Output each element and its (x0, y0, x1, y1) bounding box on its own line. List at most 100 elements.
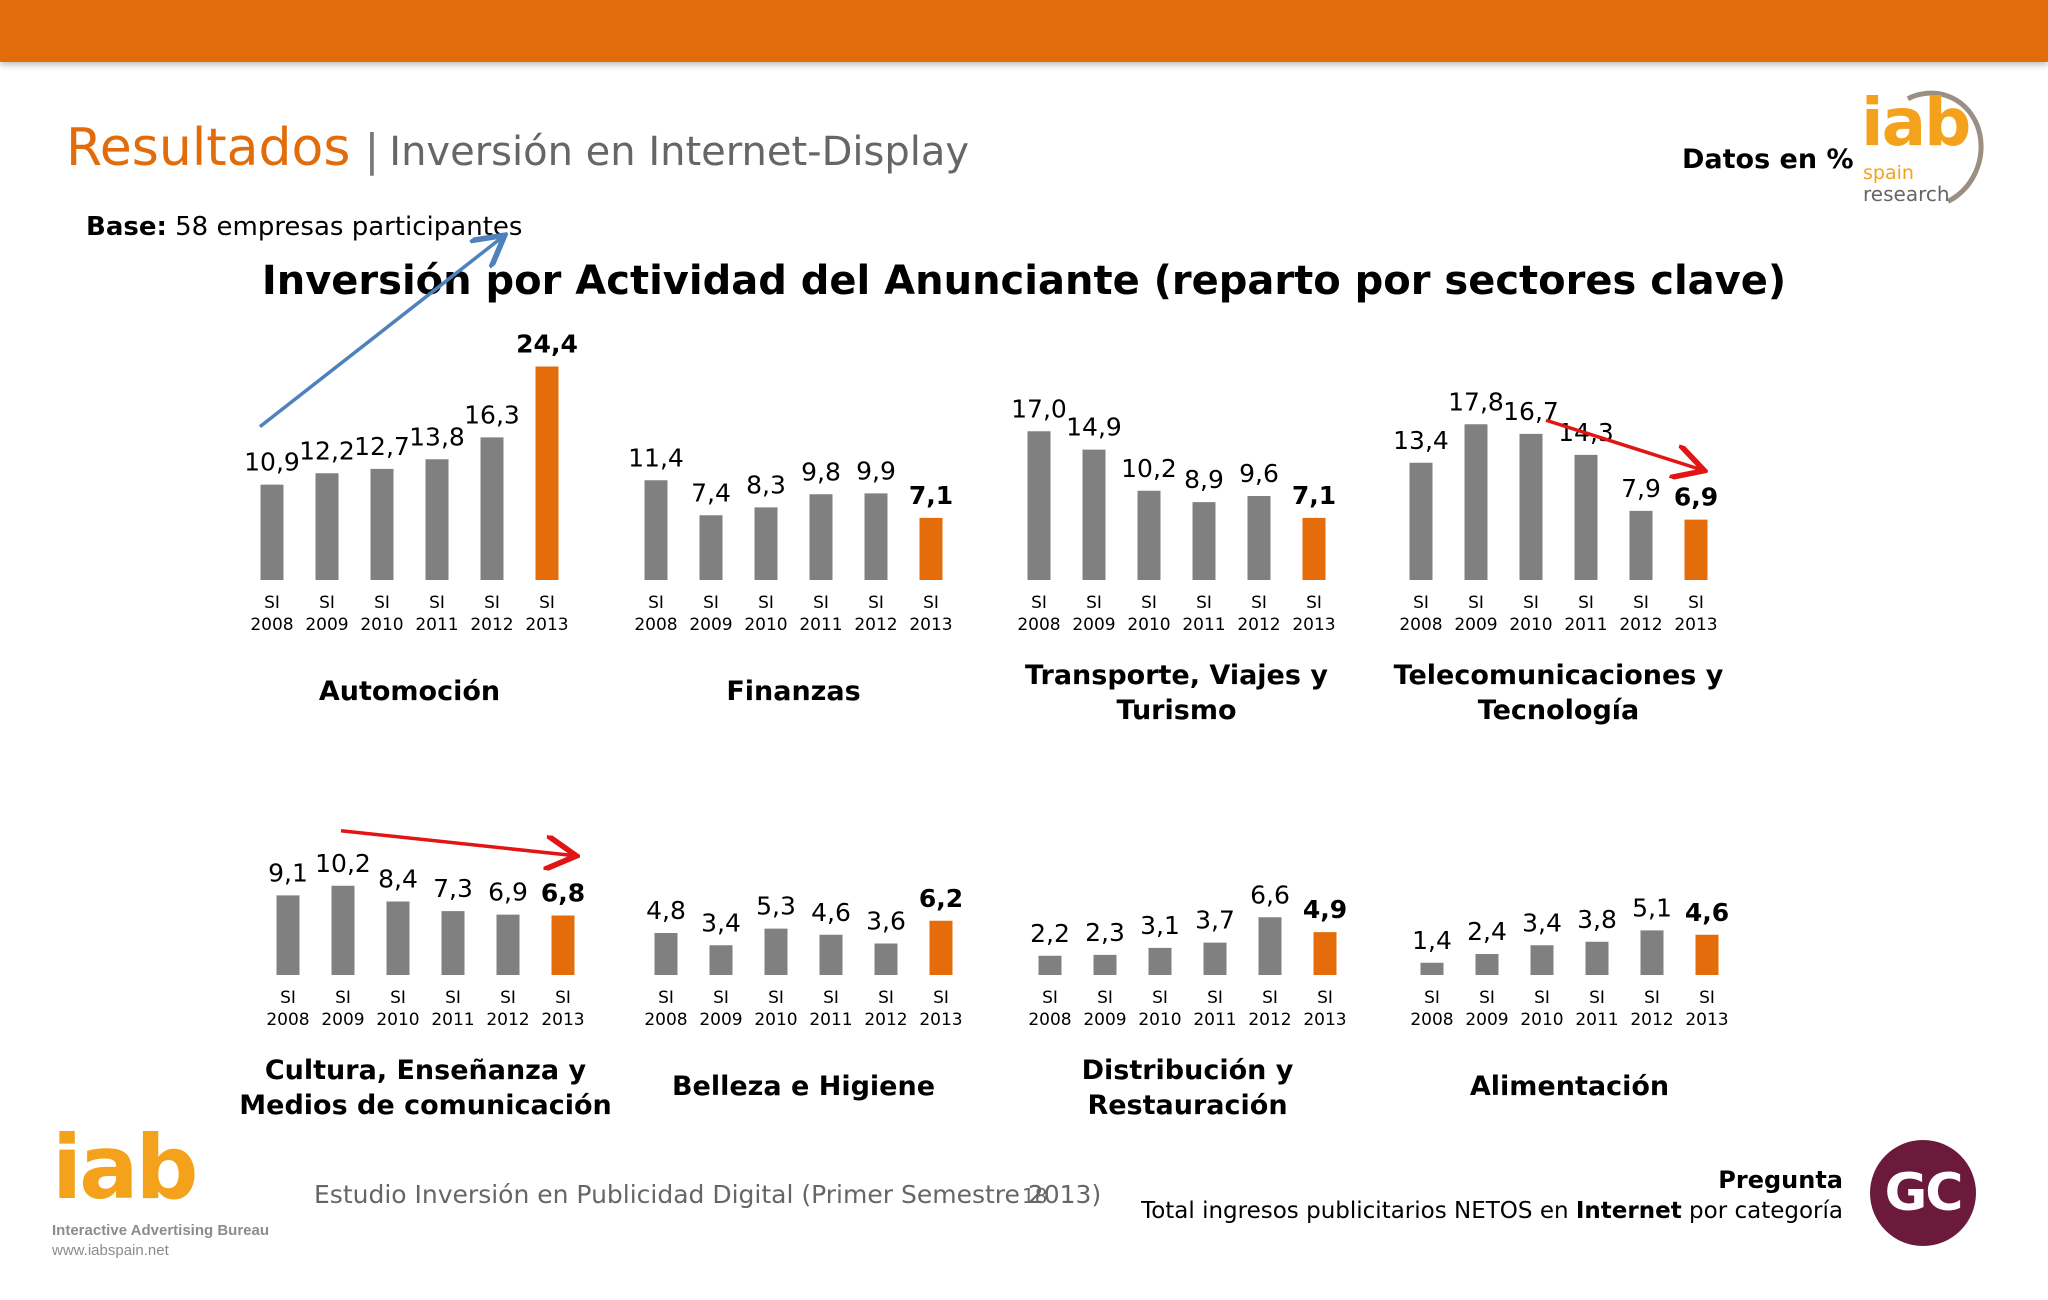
tick-label: SI (1479, 988, 1495, 1008)
data-label: 13,4 (1393, 426, 1449, 455)
footer-logo-brand: iab (52, 1116, 199, 1219)
data-label: 8,4 (378, 865, 418, 894)
data-label: 6,2 (919, 884, 963, 913)
question-text: Total ingresos publicitarios NETOS en In… (1141, 1198, 1843, 1224)
top-accent-bar (0, 0, 2048, 62)
tick-label: 2011 (415, 615, 458, 635)
data-label: 6,9 (488, 878, 528, 907)
question-text-post: por categoría (1689, 1198, 1843, 1224)
data-label: 13,8 (409, 422, 465, 451)
tick-label: SI (1534, 988, 1550, 1008)
bar (644, 480, 668, 580)
tick-label: 2008 (250, 615, 293, 635)
tick-label: 2011 (809, 1010, 852, 1030)
data-label: 2,4 (1467, 917, 1507, 946)
bar (874, 943, 898, 975)
tick-label: SI (390, 988, 406, 1008)
tick-label: SI (1141, 593, 1157, 613)
bar (1409, 462, 1433, 580)
data-label: 2,2 (1030, 919, 1070, 948)
bar (331, 885, 355, 975)
bar (1420, 962, 1444, 975)
bar (1640, 930, 1664, 975)
tick-label: 2013 (1292, 615, 1335, 635)
data-label: 6,6 (1250, 880, 1290, 909)
sector-title: Distribución y (1082, 1055, 1294, 1086)
title-subtitle: Inversión en Internet-Display (389, 129, 970, 175)
tick-label: 2008 (1410, 1010, 1453, 1030)
tick-label: SI (1196, 593, 1212, 613)
tick-label: 2013 (1303, 1010, 1346, 1030)
tick-label: SI (878, 988, 894, 1008)
sector-title: Finanzas (726, 676, 860, 707)
tick-label: SI (1306, 593, 1322, 613)
data-label: 8,3 (746, 470, 786, 499)
tick-label: 2011 (1193, 1010, 1236, 1030)
bar (1137, 490, 1161, 580)
tick-label: SI (813, 593, 829, 613)
data-label: 12,7 (354, 432, 410, 461)
tick-label: SI (1097, 988, 1113, 1008)
tick-label: SI (429, 593, 445, 613)
sector-title: Alimentación (1470, 1071, 1669, 1102)
bar (1247, 496, 1271, 580)
bar (1203, 942, 1227, 975)
data-label: 3,7 (1195, 906, 1235, 935)
tick-label: 2012 (1630, 1010, 1673, 1030)
data-label: 9,1 (268, 858, 308, 887)
tick-label: SI (335, 988, 351, 1008)
trend-arrow (1545, 418, 1701, 469)
tick-label: 2008 (266, 1010, 309, 1030)
tick-label: 2012 (486, 1010, 529, 1030)
question-text-pre: Total ingresos publicitarios NETOS en (1141, 1198, 1569, 1224)
data-label: 9,9 (856, 456, 896, 485)
bar (654, 933, 678, 975)
tick-label: SI (1262, 988, 1278, 1008)
base-label: Base: (86, 212, 167, 242)
bar (819, 934, 843, 975)
tick-label: 2010 (1127, 615, 1170, 635)
tick-label: 2013 (1685, 1010, 1728, 1030)
footer-study-title: Estudio Inversión en Publicidad Digital … (314, 1180, 1102, 1209)
bar (699, 515, 723, 580)
bar (441, 911, 465, 975)
sector-title: Belleza e Higiene (672, 1071, 935, 1102)
logo-line1: spain (1863, 162, 1914, 184)
bar (260, 484, 284, 580)
data-label: 1,4 (1412, 926, 1452, 955)
data-label: 5,3 (756, 892, 796, 921)
page-title: Resultados | Inversión en Internet-Display (66, 118, 969, 178)
tick-label: SI (1086, 593, 1102, 613)
tick-label: 2009 (1465, 1010, 1508, 1030)
chart-main-title: Inversión por Actividad del Anunciante (… (261, 258, 1787, 304)
bar (1475, 954, 1499, 975)
bar (1464, 424, 1488, 580)
tick-label: SI (868, 593, 884, 613)
tick-label: SI (1468, 593, 1484, 613)
data-label: 10,2 (315, 849, 371, 878)
title-main: Resultados (66, 118, 351, 178)
data-label: 7,9 (1621, 474, 1661, 503)
bar (535, 366, 559, 580)
bar (315, 473, 339, 580)
bar (1302, 517, 1326, 580)
tick-label: SI (1578, 593, 1594, 613)
bar (1258, 917, 1282, 975)
base-note: Base: 58 empresas participantes (86, 212, 522, 242)
tick-label: SI (1042, 988, 1058, 1008)
footer-logo-tagline: Interactive Advertising Bureau (52, 1222, 270, 1239)
data-label: 7,1 (1292, 481, 1336, 510)
data-label: 14,9 (1066, 413, 1122, 442)
tick-label: SI (823, 988, 839, 1008)
data-label: 8,9 (1184, 465, 1224, 494)
tick-label: SI (1633, 593, 1649, 613)
tick-label: 2010 (360, 615, 403, 635)
sector-title: Restauración (1087, 1090, 1287, 1121)
tick-label: 2012 (1237, 615, 1280, 635)
logo-brand: iab (1861, 84, 1971, 161)
tick-label: SI (264, 593, 280, 613)
units-label: Datos en % (1682, 144, 1854, 175)
tick-label: 2008 (1017, 615, 1060, 635)
tick-label: SI (484, 593, 500, 613)
tick-label: SI (1589, 988, 1605, 1008)
